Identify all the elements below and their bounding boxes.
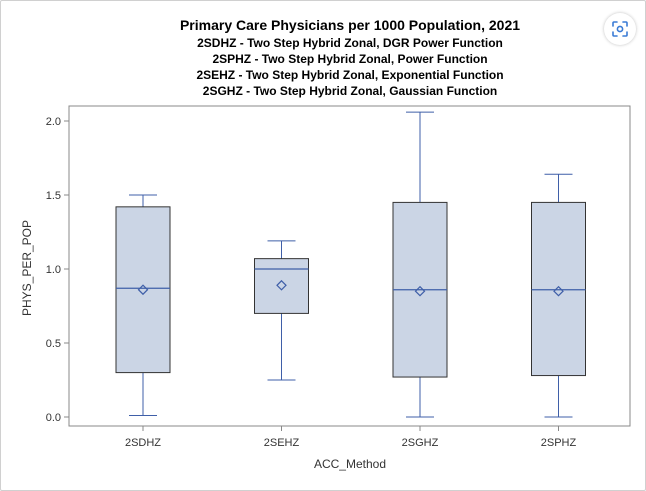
y-axis-label: PHYS_PER_POP xyxy=(20,220,34,316)
x-tick-label: 2SPHZ xyxy=(541,437,577,449)
chart-title: Primary Care Physicians per 1000 Populat… xyxy=(180,17,520,33)
y-tick-label: 0.0 xyxy=(46,412,61,424)
x-tick-label: 2SDHZ xyxy=(125,437,161,449)
mean-marker xyxy=(137,284,149,296)
x-tick-label: 2SEHZ xyxy=(264,437,300,449)
chart-subtitle-3: 2SEHZ - Two Step Hybrid Zonal, Exponenti… xyxy=(196,68,503,82)
screenshot-button[interactable] xyxy=(604,13,636,45)
iqr-box xyxy=(115,206,171,374)
box-2sdhz xyxy=(115,194,171,417)
mean-marker xyxy=(414,285,426,297)
box-series xyxy=(115,111,586,418)
x-axis-label: ACC_Method xyxy=(314,457,386,471)
iqr-box xyxy=(531,201,586,377)
x-tick-label: 2SGHZ xyxy=(402,437,439,449)
y-tick-label: 2.0 xyxy=(46,116,61,128)
y-tick-label: 1.5 xyxy=(46,190,61,202)
mean-marker xyxy=(276,279,287,291)
y-axis: 0.0 0.5 1.0 1.5 2.0 xyxy=(46,116,69,424)
chart-subtitle-1: 2SDHZ - Two Step Hybrid Zonal, DGR Power… xyxy=(197,36,503,50)
chart-subtitle-4: 2SGHZ - Two Step Hybrid Zonal, Gaussian … xyxy=(203,84,497,98)
iqr-box xyxy=(254,258,309,314)
y-tick-label: 0.5 xyxy=(46,338,61,350)
x-axis: 2SDHZ 2SEHZ 2SGHZ 2SPHZ xyxy=(125,426,577,449)
box-2sphz xyxy=(531,173,586,418)
camera-focus-icon xyxy=(612,21,628,37)
y-tick-label: 1.0 xyxy=(46,264,61,276)
chart-subtitle-2: 2SPHZ - Two Step Hybrid Zonal, Power Fun… xyxy=(212,52,487,66)
box-2sghz xyxy=(392,111,448,418)
mean-marker xyxy=(553,285,564,297)
box-2sehz xyxy=(254,240,309,381)
plot-area xyxy=(68,105,631,427)
